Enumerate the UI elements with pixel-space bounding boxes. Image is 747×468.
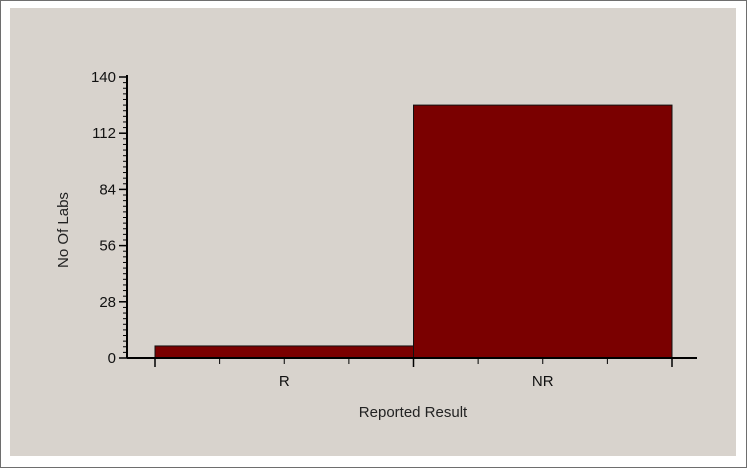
y-tick-label: 28 [99,294,116,311]
chart-panel: 0 28 56 84 112 140 R NR Reported Result No Of L… [10,8,736,456]
x-tick-label-r: R [279,373,290,390]
bar-chart: 0 28 56 84 112 140 R NR Reported Result No Of L… [55,69,697,421]
x-tick-label-nr: NR [532,373,554,390]
axes-layer: 0 28 56 84 112 140 R NR [91,69,697,390]
bar-r [154,345,414,359]
y-tick-label: 140 [91,69,116,86]
y-tick-label: 56 [99,238,116,255]
y-axis-title: No Of Labs [55,192,72,268]
bar-nr [413,104,673,359]
y-tick-label: 84 [99,181,116,198]
y-tick-label: 0 [108,350,116,367]
y-tick-label: 112 [92,125,116,142]
bars-layer [154,104,673,359]
x-axis-title: Reported Result [359,404,468,421]
